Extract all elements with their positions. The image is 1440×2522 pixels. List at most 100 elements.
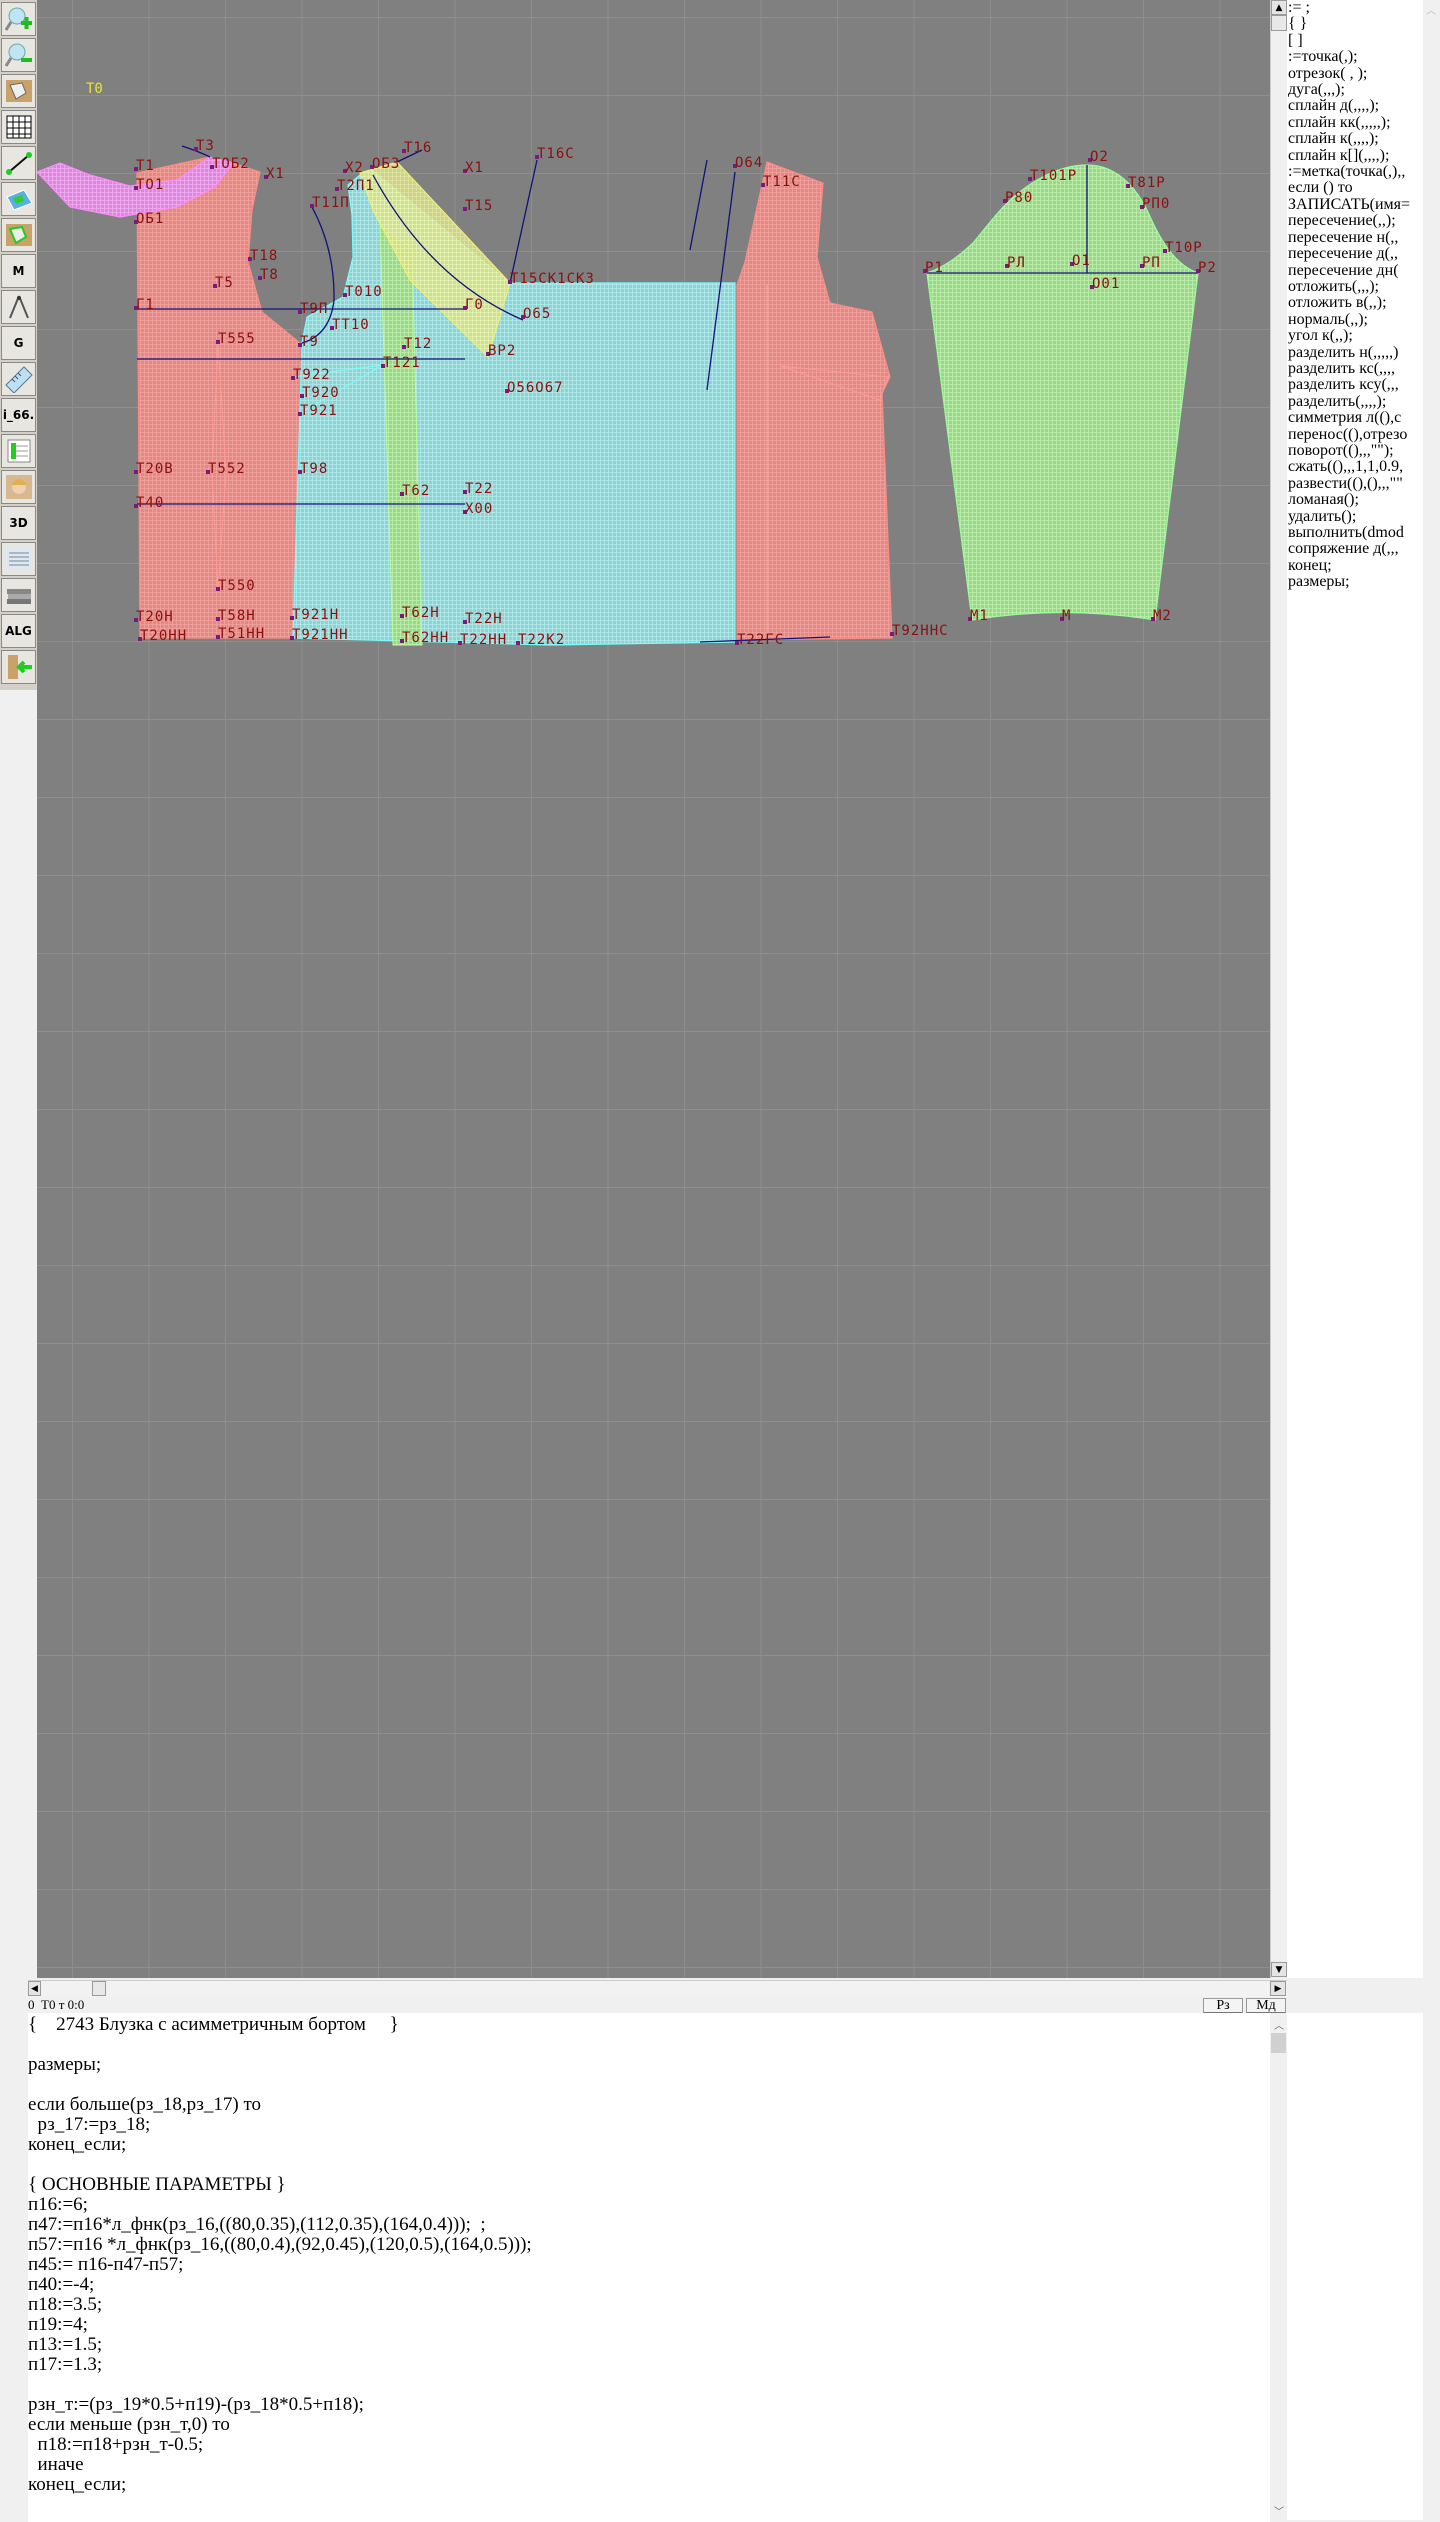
scroll-up-button[interactable]: ▲ xyxy=(1271,0,1287,15)
point-marker[interactable] xyxy=(463,490,467,494)
point-marker[interactable] xyxy=(1151,617,1155,621)
point-marker[interactable] xyxy=(923,269,927,273)
point-marker[interactable] xyxy=(733,164,737,168)
tool-grid-button[interactable] xyxy=(1,110,36,144)
point-marker[interactable] xyxy=(1028,177,1032,181)
point-marker[interactable] xyxy=(298,343,302,347)
command-item[interactable]: сопряжение д(,,, xyxy=(1288,540,1399,558)
point-marker[interactable] xyxy=(890,632,894,636)
command-item[interactable]: :=метка(точка(,),, xyxy=(1288,163,1406,181)
command-item[interactable]: разделить кс(,,,, xyxy=(1288,359,1396,377)
point-marker[interactable] xyxy=(264,175,268,179)
command-item[interactable]: ЗАПИСАТЬ(имя= xyxy=(1288,195,1411,213)
scroll-down-button[interactable]: ▼ xyxy=(1271,1962,1287,1977)
point-marker[interactable] xyxy=(134,306,138,310)
command-item[interactable]: развести((),(),,,"" xyxy=(1288,474,1403,492)
tool-ruler-button[interactable] xyxy=(1,362,36,396)
point-marker[interactable] xyxy=(463,169,467,173)
command-item[interactable]: разделить ксу(,,, xyxy=(1288,376,1399,394)
point-marker[interactable] xyxy=(521,315,525,319)
tool-grading-button[interactable]: G xyxy=(1,326,36,360)
point-marker[interactable] xyxy=(463,207,467,211)
command-item[interactable]: ломаная(); xyxy=(1288,491,1359,509)
point-marker[interactable] xyxy=(1090,285,1094,289)
point-marker[interactable] xyxy=(400,639,404,643)
front-piece[interactable] xyxy=(292,169,736,646)
command-item[interactable]: дуга(,,,); xyxy=(1288,81,1345,99)
command-item[interactable]: отложить в(,,); xyxy=(1288,294,1387,312)
command-item[interactable]: пересечение н(,, xyxy=(1288,228,1399,246)
code-editor-scrollbar[interactable]: ︿ ﹀ xyxy=(1270,2013,1287,2520)
command-item[interactable]: симметрия л((),с xyxy=(1288,409,1402,427)
command-item[interactable]: отложить(,,,); xyxy=(1288,277,1379,295)
point-marker[interactable] xyxy=(335,187,339,191)
scroll-thumb[interactable] xyxy=(1271,15,1287,31)
command-item[interactable]: сжать((),,,1,1,0.9, xyxy=(1288,458,1404,476)
side-back-piece[interactable] xyxy=(736,161,893,641)
point-marker[interactable] xyxy=(290,636,294,640)
tool-outline-button[interactable] xyxy=(1,218,36,252)
scroll-left-button[interactable]: ◀ xyxy=(28,1981,41,1996)
tool-zoom-out-button[interactable] xyxy=(1,38,36,72)
point-marker[interactable] xyxy=(310,204,314,208)
point-marker[interactable] xyxy=(1060,617,1064,621)
canvas-vertical-scrollbar[interactable]: ▲ ▼ xyxy=(1270,0,1288,1978)
point-marker[interactable] xyxy=(216,617,220,621)
point-marker[interactable] xyxy=(134,167,138,171)
model-button[interactable]: Мд xyxy=(1246,1998,1286,2014)
point-marker[interactable] xyxy=(210,165,214,169)
canvas-horizontal-scrollbar[interactable]: ◀ ▶ xyxy=(28,1980,1287,1997)
command-item[interactable]: удалить(); xyxy=(1288,507,1357,525)
point-marker[interactable] xyxy=(194,147,198,151)
point-marker[interactable] xyxy=(1140,264,1144,268)
point-marker[interactable] xyxy=(298,470,302,474)
command-item[interactable]: [ ] xyxy=(1288,31,1303,49)
command-item[interactable]: сплайн кк(,,,,,); xyxy=(1288,113,1391,131)
point-marker[interactable] xyxy=(761,183,765,187)
command-item[interactable]: сплайн к[](,,,,); xyxy=(1288,146,1390,164)
point-marker[interactable] xyxy=(1140,205,1144,209)
command-item[interactable]: выполнить(dmod xyxy=(1288,524,1404,541)
point-marker[interactable] xyxy=(216,635,220,639)
command-item[interactable]: { } xyxy=(1288,15,1308,33)
tool-table-button[interactable] xyxy=(1,434,36,468)
command-item[interactable]: пересечение д(,, xyxy=(1288,245,1399,263)
point-marker[interactable] xyxy=(258,276,262,280)
point-marker[interactable] xyxy=(298,310,302,314)
sizes-button[interactable]: Рз xyxy=(1203,1998,1243,2014)
point-marker[interactable] xyxy=(1126,184,1130,188)
command-item[interactable]: := ; xyxy=(1288,0,1310,16)
point-marker[interactable] xyxy=(402,345,406,349)
tool-model-button[interactable]: M xyxy=(1,254,36,288)
scroll-right-button[interactable]: ▶ xyxy=(1270,1981,1286,1996)
point-marker[interactable] xyxy=(370,165,374,169)
point-marker[interactable] xyxy=(402,149,406,153)
point-marker[interactable] xyxy=(343,293,347,297)
point-marker[interactable] xyxy=(463,306,467,310)
point-marker[interactable] xyxy=(134,504,138,508)
point-marker[interactable] xyxy=(248,257,252,261)
point-marker[interactable] xyxy=(1005,264,1009,268)
command-item[interactable]: отрезок( , ); xyxy=(1288,64,1368,82)
command-item[interactable]: если () то xyxy=(1288,179,1353,197)
code-editor[interactable]: { 2743 Блузка с асимметричным бортом } ра… xyxy=(28,2013,1270,2522)
command-item[interactable]: сплайн к(,,,,); xyxy=(1288,130,1379,148)
tool-version-button[interactable]: i_66. xyxy=(1,398,36,432)
point-marker[interactable] xyxy=(968,617,972,621)
tool-avatar-button[interactable] xyxy=(1,470,36,504)
point-marker[interactable] xyxy=(735,641,739,645)
point-marker[interactable] xyxy=(508,280,512,284)
tool-list-button[interactable] xyxy=(1,542,36,576)
command-item[interactable]: сплайн д(,,,,); xyxy=(1288,97,1380,115)
point-marker[interactable] xyxy=(516,641,520,645)
point-marker[interactable] xyxy=(1163,249,1167,253)
tool-algorithm-button[interactable]: ALG xyxy=(1,614,36,648)
point-marker[interactable] xyxy=(134,618,138,622)
tool-layer-button[interactable] xyxy=(1,182,36,216)
tool-exit-button[interactable] xyxy=(1,650,36,684)
point-marker[interactable] xyxy=(300,394,304,398)
point-marker[interactable] xyxy=(343,169,347,173)
point-marker[interactable] xyxy=(463,510,467,514)
point-marker[interactable] xyxy=(1003,199,1007,203)
